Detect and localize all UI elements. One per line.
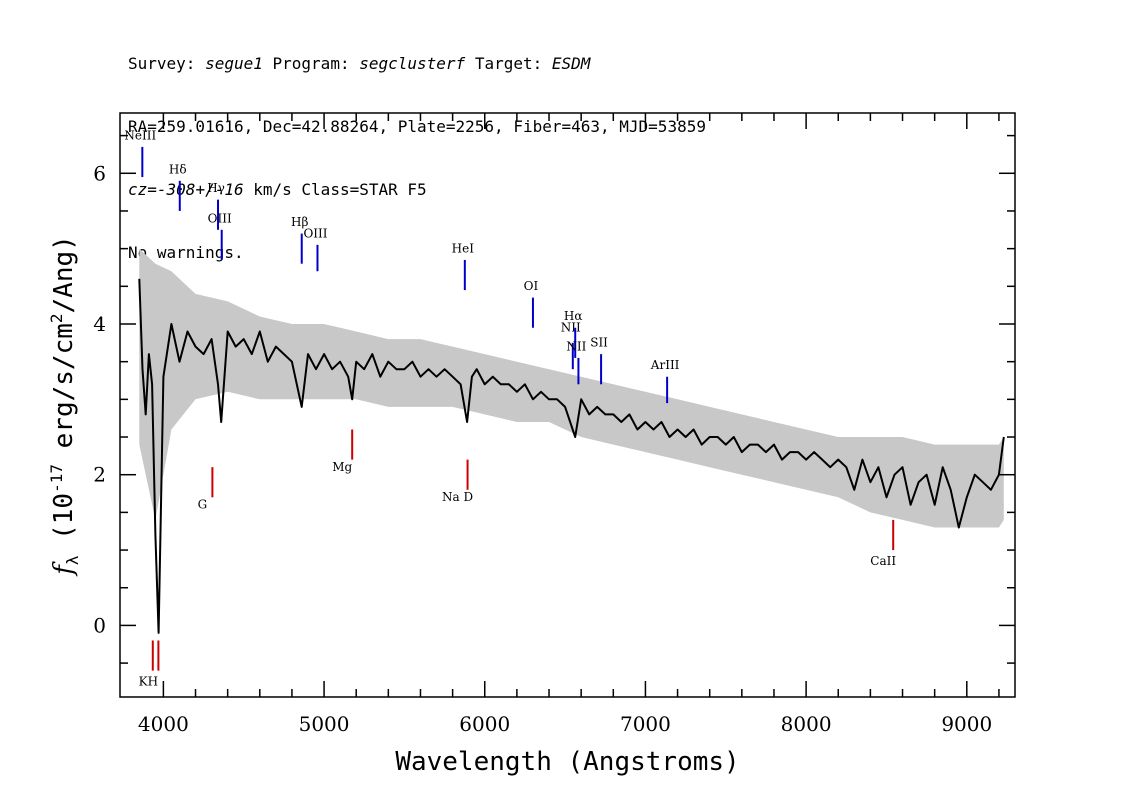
emission-label-Hdelta: Hδ — [169, 162, 187, 176]
emission-label-NeIII: NeIII — [124, 128, 156, 142]
emission-label-OIII-4959: OIII — [303, 226, 327, 240]
emission-label-Halpha: Hα — [564, 309, 583, 323]
y-label-lambda: λ — [63, 555, 82, 565]
x-tick-label: 6000 — [459, 712, 510, 736]
cz-units-class: km/s Class=STAR F5 — [253, 180, 427, 199]
x-tick-label: 9000 — [941, 712, 992, 736]
y-tick-label: 2 — [93, 463, 106, 487]
emission-label-ArIII: ArIII — [650, 358, 680, 372]
absorption-label-NaD: Na D — [442, 490, 473, 504]
y-axis-label: fλ (10-17 erg/s/cm2/Ang) — [47, 235, 82, 577]
x-axis-label: Wavelength (Angstroms) — [395, 747, 739, 777]
program-label: Program: — [272, 54, 350, 73]
y-tick-label: 4 — [93, 312, 106, 336]
emission-label-HeI: HeI — [452, 241, 475, 255]
absorption-label-Mg: Mg — [332, 460, 352, 474]
x-tick-label: 5000 — [299, 712, 350, 736]
x-tick-label: 7000 — [620, 712, 671, 736]
plot-frame — [119, 112, 1016, 698]
absorption-label-G: G — [198, 498, 208, 512]
flux-layer — [138, 278, 1005, 634]
x-tick-label: 8000 — [781, 712, 832, 736]
spectrum-header: Survey: segue1 Program: segclusterf Targ… — [128, 11, 706, 284]
y-label-units: erg/s/cm — [49, 323, 79, 464]
emission-label-Hgamma: Hγ — [207, 181, 225, 195]
target-label: Target: — [474, 54, 543, 73]
y-label-exp: -17 — [47, 464, 66, 493]
header-line-coords: RA=259.01616, Dec=42.88264, Plate=2256, … — [128, 117, 706, 136]
error-band — [139, 248, 1004, 528]
x-tick-label: 4000 — [138, 712, 189, 736]
error-band-layer — [139, 248, 1004, 528]
emission-label-SII: SII — [590, 336, 608, 350]
axis-ticks: 4000 5000 6000 7000 8000 9000 0 2 4 6 — [93, 113, 1015, 736]
emission-label-NII-6583: NII — [566, 339, 586, 353]
y-label-text: (10 — [49, 493, 79, 556]
emission-label-Hbeta: Hβ — [291, 215, 308, 229]
absorption-label-CaII: CaII — [870, 554, 896, 568]
program-value: segclusterf — [359, 54, 466, 73]
survey-value: segue1 — [205, 54, 263, 73]
y-tick-label: 0 — [93, 613, 106, 637]
absorption-label-H: KH — [139, 675, 158, 689]
y-label-units-exp: 2 — [47, 313, 66, 323]
y-tick-label: 6 — [93, 161, 106, 185]
emission-label-OI: OI — [524, 279, 539, 293]
target-value: ESDM — [551, 54, 591, 73]
survey-label: Survey: — [128, 54, 196, 73]
emission-label-OIII-4363: OIII — [208, 211, 232, 225]
cz-label: cz= — [128, 180, 157, 199]
y-label-end: /Ang) — [49, 235, 79, 313]
cz-value: -308+/-16 — [156, 180, 244, 199]
header-line-survey: Survey: segue1 Program: segclusterf Targ… — [128, 53, 706, 74]
header-line-cz: cz=-308+/-16 km/s Class=STAR F5 — [128, 179, 706, 200]
flux-series-line — [138, 278, 1005, 634]
